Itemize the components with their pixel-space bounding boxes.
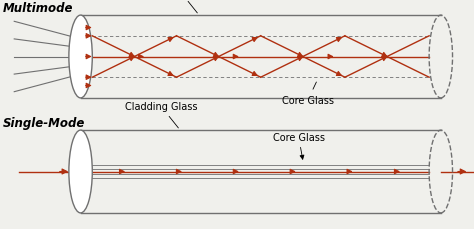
Text: Core Glass: Core Glass: [282, 83, 334, 105]
Text: Cladding Glass: Cladding Glass: [125, 102, 197, 128]
Ellipse shape: [69, 131, 92, 213]
Text: Single-Mode: Single-Mode: [2, 117, 85, 130]
Text: Core Glass: Core Glass: [273, 132, 325, 160]
Ellipse shape: [69, 16, 92, 98]
Text: Multimode: Multimode: [2, 2, 73, 15]
Text: Cladding Glass: Cladding Glass: [144, 0, 216, 14]
